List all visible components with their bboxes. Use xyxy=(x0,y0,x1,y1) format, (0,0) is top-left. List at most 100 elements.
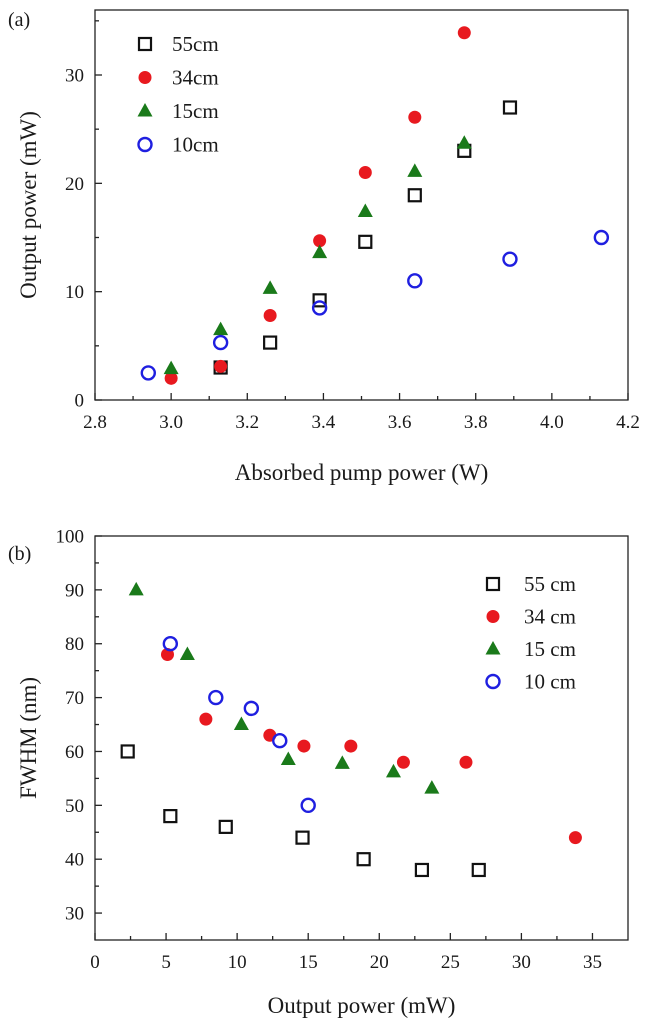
data-point xyxy=(263,335,278,350)
legend-label: 15cm xyxy=(172,99,219,123)
data-point xyxy=(212,334,229,351)
data-point xyxy=(120,744,135,759)
legend-marker xyxy=(137,136,153,153)
y-tick-label: 10 xyxy=(65,282,84,303)
data-point xyxy=(272,732,288,749)
data-point xyxy=(128,581,144,596)
data-point xyxy=(593,229,610,246)
x-tick-label: 5 xyxy=(161,952,171,973)
series-34cm xyxy=(164,26,471,385)
data-point xyxy=(568,831,582,845)
data-point xyxy=(163,809,178,824)
x-axis-label: Absorbed pump power (W) xyxy=(235,460,489,485)
legend-marker xyxy=(485,673,501,690)
data-point xyxy=(162,636,179,652)
x-tick-label: 3.8 xyxy=(464,412,488,433)
series-34-cm xyxy=(160,648,582,845)
y-tick-label: 40 xyxy=(65,850,84,871)
y-tick-label: 50 xyxy=(65,796,84,817)
y-tick-label: 60 xyxy=(65,742,84,763)
y-tick-label: 30 xyxy=(65,904,84,925)
data-point xyxy=(243,700,260,717)
y-tick-label: 90 xyxy=(65,580,84,601)
data-point xyxy=(300,797,316,814)
series-10-cm xyxy=(162,636,316,814)
data-point xyxy=(262,280,278,294)
data-point xyxy=(313,234,327,248)
x-tick-label: 0 xyxy=(90,952,100,973)
y-tick-label: 80 xyxy=(65,634,84,655)
data-point xyxy=(233,716,249,731)
data-point xyxy=(280,751,296,766)
data-point xyxy=(295,830,310,845)
legend-label: 10cm xyxy=(172,133,219,157)
series-15cm xyxy=(163,135,472,375)
x-tick-label: 3.0 xyxy=(159,412,183,433)
x-tick-label: 2.8 xyxy=(83,412,107,433)
x-tick-label: 4.0 xyxy=(540,412,564,433)
legend-label: 15 cm xyxy=(524,637,576,661)
x-tick-label: 20 xyxy=(370,952,389,973)
data-point xyxy=(407,273,423,289)
x-tick-label: 35 xyxy=(583,952,602,973)
data-point xyxy=(456,135,472,149)
series-55cm xyxy=(213,100,518,375)
legend-marker xyxy=(138,71,152,84)
y-tick-label: 100 xyxy=(56,527,85,548)
data-point xyxy=(213,321,229,336)
y-tick-label: 0 xyxy=(75,391,85,412)
legend-marker xyxy=(485,641,501,655)
data-point xyxy=(218,819,233,834)
series-55-cm xyxy=(120,744,486,878)
y-tick-label: 30 xyxy=(65,66,84,87)
data-point xyxy=(311,300,328,316)
data-point xyxy=(312,293,327,308)
y-axis-label: Output power (mW) xyxy=(16,111,41,299)
panel-a: 2.8 3.0 3.2 3.4 3.6 3.8 4.0 4.2 0 10 20 30 Absorbed … xyxy=(8,9,640,485)
data-point xyxy=(334,755,350,769)
data-point xyxy=(199,712,213,726)
data-point xyxy=(385,763,401,778)
data-point xyxy=(502,251,518,267)
data-point xyxy=(357,203,373,217)
data-point xyxy=(312,244,328,259)
panel-label: (b) xyxy=(8,543,31,565)
legend-label: 55 cm xyxy=(524,572,576,596)
legend: 55cm 34cm 15cm 10cm xyxy=(137,32,219,157)
data-point xyxy=(502,100,518,115)
series-15-cm xyxy=(128,581,440,794)
data-point xyxy=(396,755,410,769)
data-point xyxy=(140,365,157,381)
data-point xyxy=(358,234,373,249)
data-point xyxy=(179,646,195,661)
x-tick-label: 10 xyxy=(228,952,247,973)
data-point xyxy=(457,26,471,40)
legend-marker xyxy=(486,610,500,623)
y-tick-label: 20 xyxy=(65,174,84,195)
y-axis-label: FWHM (nm) xyxy=(16,677,41,799)
legend-marker xyxy=(137,36,153,52)
legend-label: 34cm xyxy=(172,66,219,90)
x-tick-label: 3.2 xyxy=(235,412,259,433)
data-point xyxy=(214,359,228,373)
data-point xyxy=(408,110,422,124)
data-point xyxy=(407,188,422,203)
data-point xyxy=(471,862,486,878)
x-tick-label: 3.6 xyxy=(388,412,412,433)
series-10cm xyxy=(140,229,610,381)
x-tick-label: 15 xyxy=(299,952,318,973)
data-point xyxy=(164,371,178,385)
legend: 55 cm 34 cm 15 cm 10 cm xyxy=(485,572,576,694)
x-tick-label: 3.4 xyxy=(312,412,336,433)
x-axis-label: Output power (mW) xyxy=(268,993,456,1018)
plot-frame xyxy=(94,535,629,941)
data-point xyxy=(424,780,440,794)
data-point xyxy=(344,739,358,753)
data-point xyxy=(414,862,430,878)
data-point xyxy=(358,166,372,179)
x-tick-label: 25 xyxy=(441,952,460,973)
legend-marker xyxy=(485,576,501,592)
legend-marker xyxy=(137,103,153,117)
panel-b: 0 5 10 15 20 25 30 35 30 40 50 60 70 80 90 100 Output po… xyxy=(8,527,629,1018)
